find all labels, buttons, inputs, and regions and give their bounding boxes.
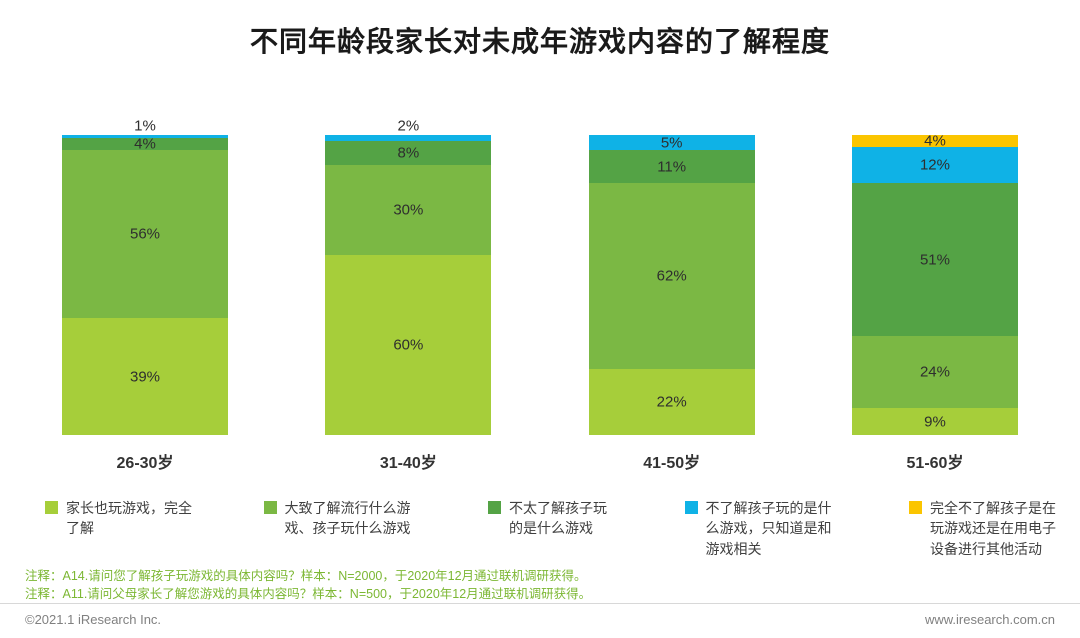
stacked-bar: 2% 8% 30% 60% [325, 118, 492, 435]
legend-swatch [45, 501, 58, 514]
category-label: 26-30岁 [116, 455, 174, 472]
bar-segment: 2% [325, 118, 492, 141]
segment-value-label: 9% [924, 413, 946, 430]
segment-value-label: 56% [129, 225, 161, 243]
category-label: 51-60岁 [906, 455, 964, 472]
segment-value-label: 8% [397, 144, 420, 162]
bar-segment: 51% [851, 183, 1018, 336]
segment-value-label: 22% [656, 393, 687, 411]
bar-group: 2% 8% 30% 60% 31-40岁 [325, 118, 492, 473]
segment-value-label: 30% [393, 201, 424, 219]
legend: 家长也玩游戏，完全了解 大致了解流行什么游戏、孩子玩什么游戏 不太了解孩子玩的是什么… [45, 498, 1062, 559]
segment-value-label: 4% [134, 135, 156, 153]
bar-segment: 56% [62, 150, 228, 318]
copyright-text: ©2021.1 iResearch Inc. [25, 612, 162, 627]
website-text: www.iresearch.com.cn [924, 612, 1055, 627]
legend-swatch [909, 501, 922, 514]
legend-swatch [263, 501, 277, 514]
chart-plot: 1% 4% 56% 39% 26-30岁 2% 8% 30% 60% 31-40岁 5% 11% 62%… [62, 118, 1018, 473]
legend-item: 家长也玩游戏，完全了解 [45, 498, 192, 559]
stacked-bar: 1% 4% 56% 39% [62, 118, 228, 435]
bar-segment: 60% [325, 255, 492, 435]
legend-item: 不太了解孩子玩的是什么游戏 [488, 498, 613, 559]
note-line: 注释：A11.请问父母家长了解您游戏的具体内容吗？样本：N=500，于2020年… [25, 587, 592, 602]
chart-title: 不同年龄段家长对未成年游戏内容的了解程度 [249, 26, 830, 57]
bar-segment: 9% [851, 408, 1018, 435]
segment-value-label: 60% [393, 336, 424, 354]
stacked-bar: 5% 11% 62% 22% [588, 134, 755, 435]
legend-label: 不太了解孩子玩的是什么游戏 [509, 500, 607, 537]
category-label: 41-50岁 [643, 455, 701, 472]
segment-value-label: 39% [129, 368, 161, 385]
bar-group: 1% 4% 56% 39% 26-30岁 [62, 118, 228, 473]
notes: 注释：A14.请问您了解孩子玩游戏的具体内容吗？样本：N=2000，于2020年… [25, 567, 591, 603]
bar-segment: 4% [851, 132, 1018, 150]
category-label: 31-40岁 [379, 455, 437, 472]
segment-value-label: 12% [919, 156, 950, 174]
footer-divider [0, 603, 1080, 604]
bar-segment: 8% [325, 141, 492, 165]
segment-value-label: 24% [919, 363, 950, 381]
bar-segment: 24% [851, 336, 1018, 408]
bar-group: 4% 12% 51% 24% 9% 51-60岁 [851, 132, 1018, 473]
segment-value-label: 62% [656, 267, 687, 285]
bar-segment: 39% [62, 318, 228, 435]
legend-item: 完全不了解孩子是在玩游戏还是在用电子设备进行其他活动 [909, 498, 1062, 559]
segment-value-label: 2% [397, 117, 420, 135]
segment-value-label: 5% [660, 134, 683, 151]
legend-label: 家长也玩游戏，完全了解 [66, 500, 192, 537]
segment-value-label: 1% [134, 117, 156, 135]
legend-swatch [684, 501, 698, 514]
bar-segment: 4% [62, 135, 228, 153]
bar-segment: 5% [588, 134, 755, 151]
bar-segment: 11% [588, 150, 755, 183]
bar-segment: 62% [588, 183, 755, 369]
stacked-bar: 4% 12% 51% 24% 9% [851, 132, 1018, 435]
legend-label: 大致了解流行什么游戏、孩子玩什么游戏 [284, 500, 411, 537]
legend-swatch [488, 501, 501, 514]
segment-value-label: 11% [657, 158, 687, 175]
legend-item: 大致了解流行什么游戏、孩子玩什么游戏 [263, 498, 417, 559]
footer: ©2021.1 iResearch Inc. www.iresearch.com… [25, 612, 1055, 627]
bar-segment: 30% [325, 165, 492, 255]
bar-segment: 12% [851, 147, 1018, 183]
segment-value-label: 51% [919, 251, 950, 268]
legend-item: 不了解孩子玩的是什么游戏，只知道是和游戏相关 [684, 498, 838, 559]
bar-group: 5% 11% 62% 22% 41-50岁 [588, 134, 755, 473]
bar-segment: 1% [62, 118, 228, 138]
note-line: 注释：A14.请问您了解孩子玩游戏的具体内容吗？样本：N=2000，于2020年… [25, 569, 587, 583]
segment-value-label: 4% [924, 132, 946, 150]
legend-label: 不了解孩子玩的是什么游戏，只知道是和游戏相关 [705, 500, 832, 557]
legend-label: 完全不了解孩子是在玩游戏还是在用电子设备进行其他活动 [930, 500, 1056, 557]
bar-segment: 22% [588, 369, 755, 435]
